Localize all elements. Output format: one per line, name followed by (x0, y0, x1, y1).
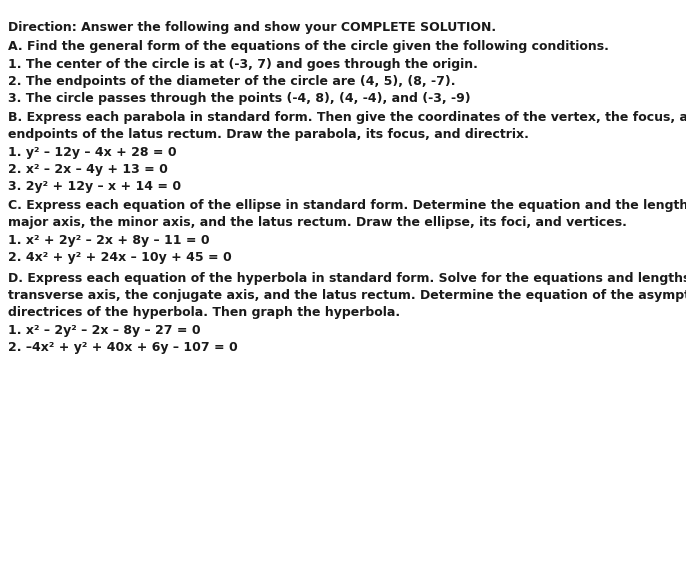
Text: directrices of the hyperbola. Then graph the hyperbola.: directrices of the hyperbola. Then graph… (8, 306, 401, 319)
Text: 1. The center of the circle is at (-3, 7) and goes through the origin.: 1. The center of the circle is at (-3, 7… (8, 58, 478, 71)
Text: B. Express each parabola in standard form. Then give the coordinates of the vert: B. Express each parabola in standard for… (8, 111, 686, 124)
Text: 1. x² + 2y² – 2x + 8y – 11 = 0: 1. x² + 2y² – 2x + 8y – 11 = 0 (8, 234, 210, 247)
Text: endpoints of the latus rectum. Draw the parabola, its focus, and directrix.: endpoints of the latus rectum. Draw the … (8, 128, 529, 141)
Text: Direction: Answer the following and show your COMPLETE SOLUTION.: Direction: Answer the following and show… (8, 21, 497, 34)
Text: 2. 4x² + y² + 24x – 10y + 45 = 0: 2. 4x² + y² + 24x – 10y + 45 = 0 (8, 251, 232, 264)
Text: 1. y² – 12y – 4x + 28 = 0: 1. y² – 12y – 4x + 28 = 0 (8, 146, 177, 159)
Text: D. Express each equation of the hyperbola in standard form. Solve for the equati: D. Express each equation of the hyperbol… (8, 272, 686, 285)
Text: 2. –4x² + y² + 40x + 6y – 107 = 0: 2. –4x² + y² + 40x + 6y – 107 = 0 (8, 341, 238, 354)
Text: 3. The circle passes through the points (-4, 8), (4, -4), and (-3, -9): 3. The circle passes through the points … (8, 92, 471, 105)
Text: A. Find the general form of the equations of the circle given the following cond: A. Find the general form of the equation… (8, 40, 609, 53)
Text: major axis, the minor axis, and the latus rectum. Draw the ellipse, its foci, an: major axis, the minor axis, and the latu… (8, 216, 627, 229)
Text: transverse axis, the conjugate axis, and the latus rectum. Determine the equatio: transverse axis, the conjugate axis, and… (8, 289, 686, 302)
Text: 3. 2y² + 12y – x + 14 = 0: 3. 2y² + 12y – x + 14 = 0 (8, 180, 181, 193)
Text: 2. The endpoints of the diameter of the circle are (4, 5), (8, -7).: 2. The endpoints of the diameter of the … (8, 75, 456, 88)
Text: C. Express each equation of the ellipse in standard form. Determine the equation: C. Express each equation of the ellipse … (8, 199, 686, 212)
Text: 2. x² – 2x – 4y + 13 = 0: 2. x² – 2x – 4y + 13 = 0 (8, 163, 168, 176)
Text: 1. x² – 2y² – 2x – 8y – 27 = 0: 1. x² – 2y² – 2x – 8y – 27 = 0 (8, 324, 201, 337)
